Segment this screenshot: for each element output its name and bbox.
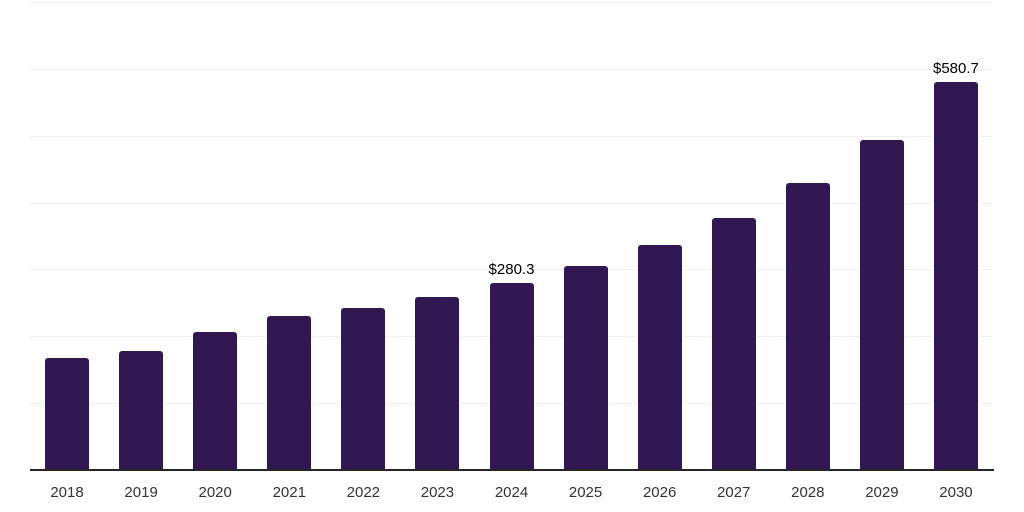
x-tick-2025: 2025 — [568, 484, 603, 501]
bar-2020[interactable] — [193, 331, 238, 470]
bar-2028[interactable] — [785, 183, 830, 470]
bar-2018[interactable] — [45, 357, 90, 470]
x-tick-2028: 2028 — [791, 484, 825, 501]
plot-area: $280.3 $580.7 — [30, 2, 993, 470]
x-axis-labels: 2018 2019 2020 2021 2022 2023 2024 2025 2026 2027… — [30, 484, 993, 504]
bar-2030[interactable] — [933, 81, 978, 470]
x-tick-2027: 2027 — [717, 484, 751, 501]
x-tick-2018: 2018 — [50, 484, 84, 501]
value-label-2024: $280.3 — [488, 260, 535, 278]
bar-2026[interactable] — [637, 244, 682, 470]
bar-2021[interactable] — [267, 316, 312, 470]
bar-2029[interactable] — [859, 139, 904, 470]
x-tick-2029: 2029 — [865, 484, 899, 501]
gridline-600 — [30, 68, 993, 70]
x-tick-2023: 2023 — [420, 484, 455, 501]
bar-2023[interactable] — [415, 297, 460, 470]
x-tick-2030: 2030 — [939, 484, 973, 501]
gridline-700 — [30, 2, 993, 3]
x-tick-2021: 2021 — [272, 484, 306, 501]
bar-2024[interactable] — [489, 282, 534, 470]
gridline-400 — [30, 202, 993, 204]
bar-2027[interactable] — [711, 218, 756, 470]
x-tick-2020: 2020 — [198, 484, 232, 501]
bar-2019[interactable] — [119, 351, 164, 470]
x-tick-2024: 2024 — [494, 484, 529, 501]
bar-2025[interactable] — [563, 265, 608, 470]
gridline-500 — [30, 135, 993, 137]
gridline-300 — [30, 269, 993, 271]
x-tick-2026: 2026 — [642, 484, 677, 501]
x-tick-2019: 2019 — [124, 484, 158, 501]
value-label-2030: $580.7 — [933, 59, 979, 77]
bar-2022[interactable] — [341, 308, 386, 470]
x-tick-2022: 2022 — [346, 484, 381, 501]
x-axis-line — [30, 469, 994, 471]
